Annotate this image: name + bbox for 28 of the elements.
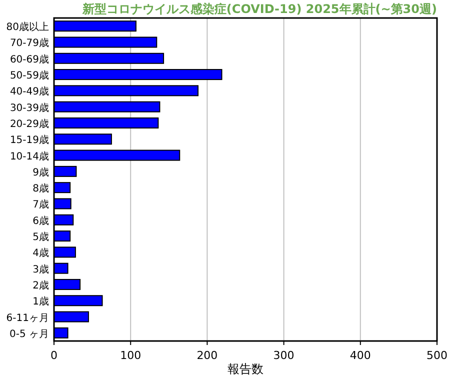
y-tick-label: 15-19歳 (10, 134, 49, 146)
y-tick-label: 40-49歳 (10, 86, 49, 98)
x-axis-title: 報告数 (228, 362, 264, 376)
x-tick-label: 400 (350, 349, 371, 362)
y-tick-label: 20-29歳 (10, 118, 49, 130)
y-tick-label: 3歳 (32, 263, 49, 276)
y-tick-label: 1歳 (32, 296, 49, 308)
y-tick-label: 7歳 (32, 198, 49, 211)
y-tick-label: 4歳 (32, 247, 49, 260)
x-tick-label: 100 (120, 349, 142, 362)
y-tick-label: 60-69歳 (10, 53, 49, 66)
y-tick-label: 6歳 (32, 214, 49, 227)
y-tick-label: 70-79歳 (10, 37, 49, 50)
y-tick-label: 6-11ヶ月 (6, 312, 49, 324)
x-tick-label: 200 (196, 349, 218, 362)
y-tick-label: 0-5 ヶ月 (9, 328, 49, 340)
y-tick-label: 50-59歳 (10, 70, 49, 82)
y-tick-label: 2歳 (32, 279, 49, 292)
y-tick-label: 5歳 (32, 231, 49, 244)
y-tick-label: 9歳 (32, 166, 49, 178)
y-tick-label: 8歳 (32, 182, 49, 195)
x-tick-label: 500 (426, 349, 448, 362)
x-tick-label: 0 (50, 349, 58, 362)
y-tick-label: 10-14歳 (10, 150, 49, 162)
x-tick-label: 300 (273, 349, 294, 362)
chart-title: 新型コロナウイルス感染症(COVID-19) 2025年累計(~第30週) (81, 2, 437, 16)
y-tick-label: 30-39歳 (10, 102, 49, 114)
y-tick-label: 80歳以上 (6, 21, 49, 34)
